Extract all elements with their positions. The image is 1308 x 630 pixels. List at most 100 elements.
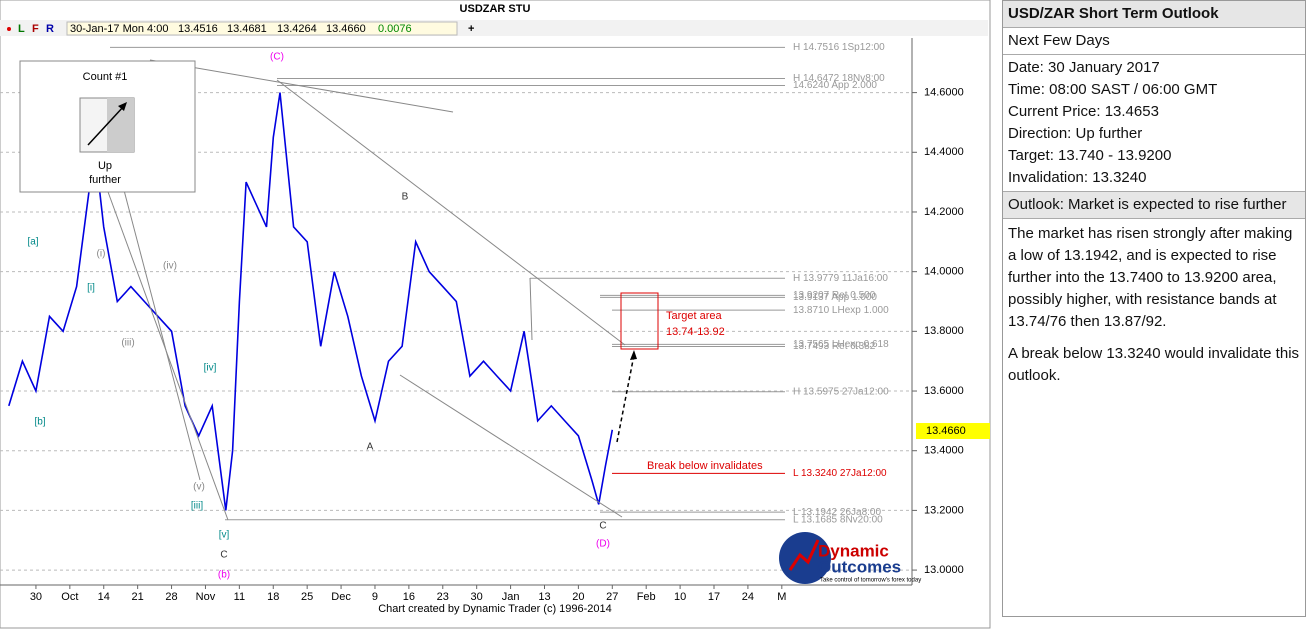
quote-high: 13.4681 (227, 23, 267, 35)
x-tick-label: Oct (61, 591, 78, 603)
trend-line (99, 169, 229, 521)
level-label: 13.7493 Ret 0.382 (793, 341, 876, 352)
detail: Invalidation: 13.3240 (1008, 169, 1147, 186)
logo-text: Dynamic (818, 541, 889, 560)
logo-graph (788, 539, 820, 571)
x-tick-label: 14 (98, 591, 110, 603)
level-label: 13.7565 LHexp 0.618 (793, 339, 889, 350)
level-label: L 13.1942 26Ja8:00 (793, 507, 881, 518)
x-tick-label: 20 (572, 591, 584, 603)
wave-label: C (220, 550, 227, 561)
wave-label: [v] (219, 530, 230, 541)
count-arrow-head (118, 102, 127, 111)
price-line (8, 92, 614, 511)
y-tick-label: 13.8000 (924, 325, 964, 337)
level-label: H 13.9779 11Ja16:00 (793, 273, 888, 284)
wave-label: (C) (270, 52, 284, 63)
outlook-panel: USD/ZAR Short Term Outlook Next Few Days… (1002, 0, 1306, 617)
wave-label: C (599, 521, 606, 532)
level-label: 13.8710 LHexp 1.000 (793, 305, 889, 316)
projection-arrow (616, 354, 635, 443)
toolbar-add[interactable]: + (468, 23, 474, 35)
quote-change: 0.0076 (378, 23, 412, 35)
y-tick-label: 13.6000 (924, 385, 964, 397)
x-tick-label: 10 (674, 591, 686, 603)
target-label: Target area (666, 310, 723, 322)
x-tick-label: 23 (437, 591, 449, 603)
chart-title: USDZAR STU (460, 3, 531, 15)
x-tick-label: 30 (471, 591, 483, 603)
toolbar-button[interactable]: L (18, 23, 25, 35)
level-label: H 13.5975 27Ja12:00 (793, 386, 889, 397)
wave-label: [i] (87, 283, 95, 294)
price-tag-label: 13.4660 (926, 425, 966, 437)
wave-label: A (367, 442, 374, 453)
wave-label: (iii) (121, 338, 134, 349)
trend-line (149, 59, 454, 113)
level-label: L 13.1685 8Nv20:00 (793, 514, 883, 525)
y-tick-label: 13.4000 (924, 445, 964, 457)
x-tick-label: 24 (742, 591, 754, 603)
toolbar-button[interactable]: R (46, 23, 54, 35)
paragraph: A break below 13.3240 would invalidate t… (1008, 345, 1300, 384)
y-tick-label: 14.6000 (924, 87, 964, 99)
panel-title: USD/ZAR Short Term Outlook (1003, 1, 1305, 28)
wave-label: [a] (27, 237, 38, 248)
x-tick-label: 30 (30, 591, 42, 603)
x-tick-label: Jan (502, 591, 520, 603)
panel-body: The market has risen strongly after maki… (1003, 219, 1305, 399)
x-tick-label: Nov (196, 591, 216, 603)
detail: Target: 13.740 - 13.9200 (1008, 147, 1172, 164)
quote-date: 30-Jan-17 Mon 4:00 (70, 23, 168, 35)
level-label: H 14.7516 1Sp12:00 (793, 42, 885, 53)
paragraph: The market has risen strongly after maki… (1008, 225, 1293, 330)
price-tag (916, 423, 990, 440)
x-tick-label: 27 (606, 591, 618, 603)
quote-open: 13.4516 (178, 23, 218, 35)
level-label: 14.6240 App 2.000 (793, 80, 877, 91)
trend-line (119, 174, 201, 481)
target-box (620, 292, 659, 350)
x-tick-label: 17 (708, 591, 720, 603)
quote-close: 13.4660 (326, 23, 366, 35)
wave-label: (b) (218, 570, 230, 581)
trend-line (276, 79, 626, 346)
count-title: Count #1 (83, 71, 128, 83)
arrow-head (630, 350, 637, 360)
y-tick-label: 14.0000 (924, 266, 964, 278)
chart: USDZAR STU L F R 30-Jan-17 Mon 4:00 13.4… (0, 0, 991, 629)
x-tick-label: Feb (637, 591, 656, 603)
level-label: 13.9207 Ret 0.500 (793, 290, 876, 301)
wave-label: (D) (596, 539, 610, 550)
logo-tagline: Take control of tomorrow's forex today (820, 578, 921, 584)
count-text: Up (98, 160, 112, 172)
level-label: 13.9137 App 1.000 (793, 292, 877, 303)
logo-text: Outcomes (818, 557, 901, 576)
trend-line (529, 277, 533, 341)
level-label: L 13.3240 27Ja12:00 (793, 468, 887, 479)
x-tick-label: 13 (538, 591, 550, 603)
invalidation-label: Break below invalidates (647, 460, 763, 472)
wave-label: (v) (193, 482, 205, 493)
quote-box (66, 21, 458, 36)
panel-outlook: Outlook: Market is expected to rise furt… (1003, 192, 1305, 219)
y-tick-label: 13.0000 (924, 564, 964, 576)
x-tick-label: 18 (267, 591, 279, 603)
quote-low: 13.4264 (277, 23, 317, 35)
level-label: H 14.6472 18Nv8:00 (793, 73, 885, 84)
panel-subtitle: Next Few Days (1003, 28, 1305, 55)
toolbar-button[interactable]: F (32, 23, 39, 35)
detail: Current Price: 13.4653 (1008, 103, 1159, 120)
wave-label: (i) (97, 249, 106, 260)
x-tick-label: Dec (331, 591, 351, 603)
wave-label: (iv) (163, 261, 177, 272)
wave-label: [iii] (191, 501, 203, 512)
count-text: further (89, 174, 121, 186)
x-tick-label: 16 (403, 591, 415, 603)
toolbar-dot (7, 27, 11, 31)
target-label: 13.74-13.92 (666, 326, 725, 338)
plot-area: 13.0000 13.2000 13.4000 13.6000 13.8000 14.00… (0, 38, 990, 603)
count-arrow (87, 105, 125, 146)
detail: Time: 08:00 SAST / 06:00 GMT (1008, 81, 1218, 98)
